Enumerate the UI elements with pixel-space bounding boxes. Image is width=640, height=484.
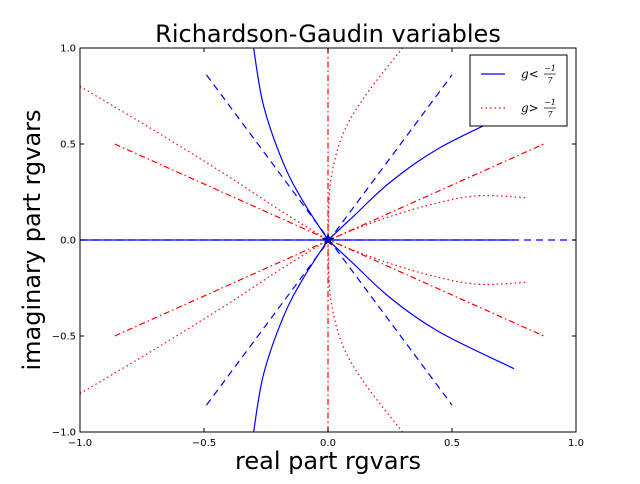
x-tick-label-1: −0.5: [192, 438, 216, 449]
legend: g< −1 7 g> −1 7: [469, 54, 568, 127]
x-tick-label-0: −1.0: [68, 438, 92, 449]
legend-denominator-0: 7: [547, 76, 553, 85]
series-line-1: [253, 239, 329, 432]
x-tick-label-3: 0.5: [444, 438, 460, 449]
series-line-0: [253, 48, 329, 241]
legend-denominator-1: 7: [547, 110, 553, 119]
legend-label-1: g>: [521, 101, 539, 115]
y-axis-label: imaginary part rgvars: [18, 109, 46, 370]
x-tick-label-2: 0.0: [320, 438, 336, 449]
y-tick-label-2: 0.0: [60, 236, 76, 247]
marker-layer: [321, 233, 335, 246]
series-line-16: [327, 239, 527, 286]
x-tick-label-4: 1.0: [568, 438, 584, 449]
y-tick-label-3: 0.5: [60, 140, 76, 151]
series-line-2: [327, 110, 515, 241]
x-axis-label: real part rgvars: [235, 447, 421, 475]
legend-box: [469, 54, 568, 127]
chart-title: Richardson-Gaudin variables: [155, 20, 501, 48]
y-tick-label-1: −0.5: [52, 332, 76, 343]
y-tick-label-0: −1.0: [52, 428, 76, 439]
legend-label-0: g<: [521, 67, 539, 81]
y-tick-label-4: 1.0: [60, 44, 76, 55]
legend-numerator-0: −1: [544, 64, 556, 73]
series-line-3: [327, 239, 515, 370]
star-marker-0: [321, 233, 335, 246]
ticks-layer: −1.0 −0.5 0.0 0.5 1.0 −1.0 −0.5 0.0 0.5 1.0: [52, 44, 584, 450]
series-line-15: [327, 194, 527, 241]
legend-numerator-1: −1: [544, 98, 556, 107]
